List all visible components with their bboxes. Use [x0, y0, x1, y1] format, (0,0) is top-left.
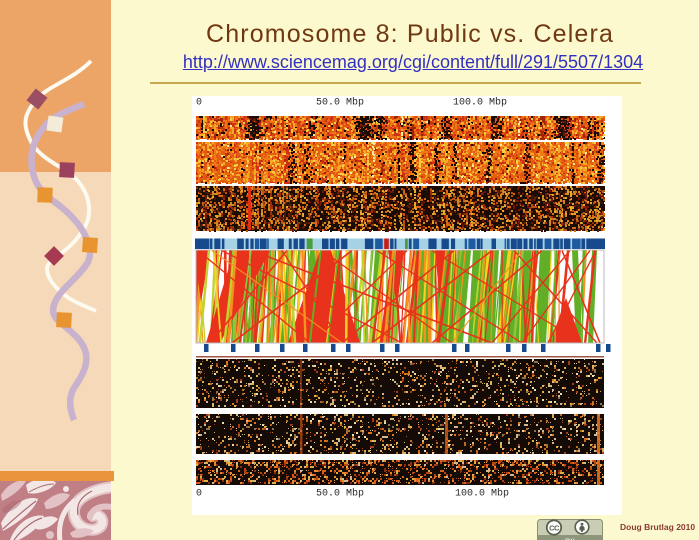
svg-text:0: 0 — [196, 98, 202, 109]
svg-text:50.0 Mbp: 50.0 Mbp — [316, 488, 364, 500]
svg-text:100.0 Mbp: 100.0 Mbp — [455, 488, 509, 500]
svg-text:50.0 Mbp: 50.0 Mbp — [316, 97, 364, 109]
svg-text:100.0 Mbp: 100.0 Mbp — [453, 97, 507, 109]
svg-text:BY: BY — [565, 539, 575, 540]
svg-text:0: 0 — [196, 489, 202, 500]
svg-text:CC: CC — [549, 523, 560, 532]
